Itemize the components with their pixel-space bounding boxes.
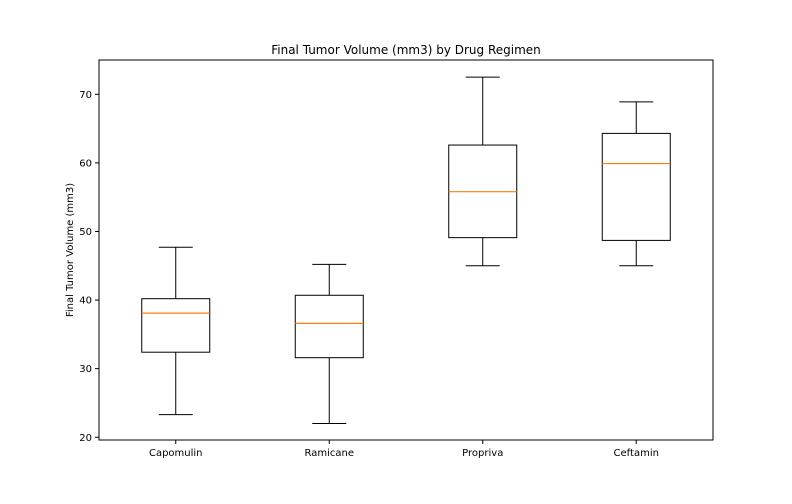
box-iqr [601, 132, 671, 241]
plot-frame [98, 59, 714, 441]
y-tick-label: 40 [79, 296, 92, 307]
box-iqr [141, 298, 211, 353]
box-iqr [294, 294, 364, 359]
y-axis-label: Final Tumor Volume (mm3) [65, 183, 76, 317]
y-tick-label: 30 [79, 364, 92, 375]
x-tick-label: Capomulin [149, 448, 203, 459]
x-tick-label: Ceftamin [614, 448, 659, 459]
plot-marks: 20 30 40 50 60 70 Capomulin Ramicane Propriva Cef… [79, 76, 671, 459]
y-tick-label: 60 [79, 158, 92, 169]
y-tick-label: 50 [79, 227, 92, 238]
y-tick-label: 70 [79, 90, 92, 101]
chart-title: Final Tumor Volume (mm3) by Drug Regimen [271, 43, 541, 57]
x-tick-label: Ramicane [305, 448, 355, 459]
x-tick-label: Propriva [462, 448, 503, 459]
y-tick-label: 20 [79, 433, 92, 444]
